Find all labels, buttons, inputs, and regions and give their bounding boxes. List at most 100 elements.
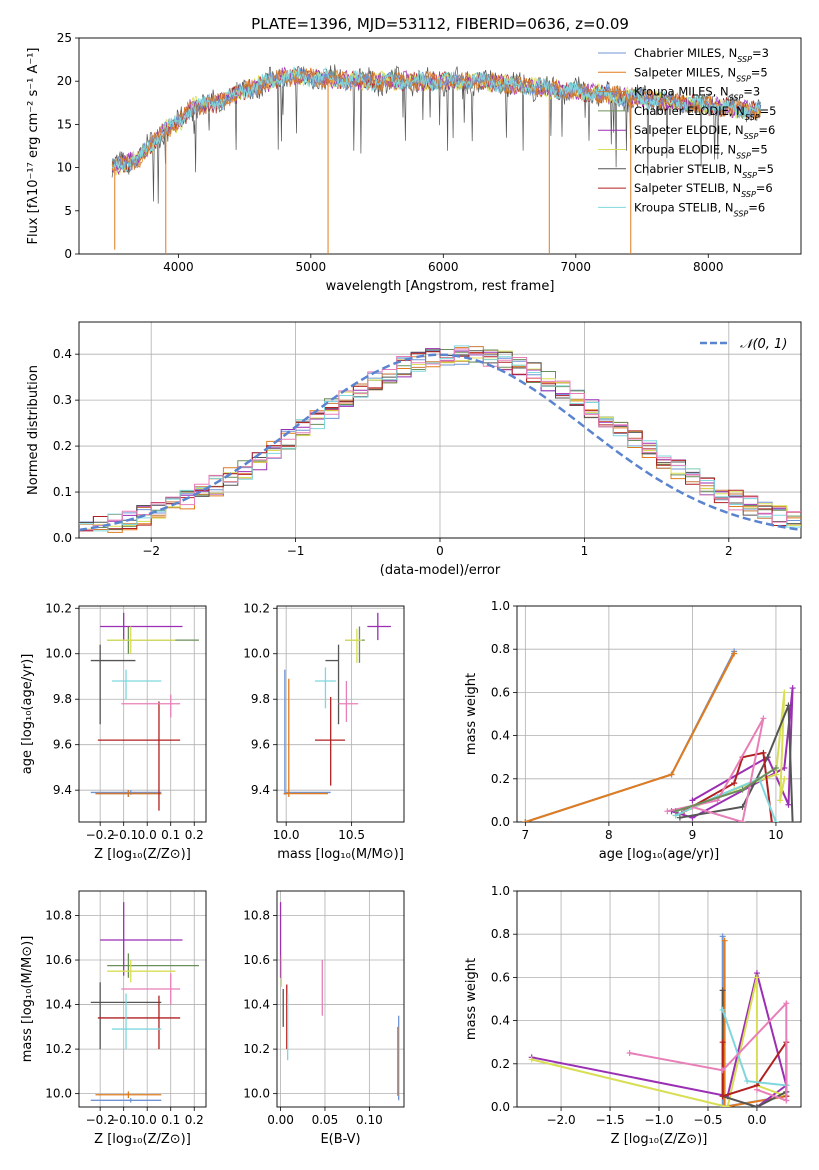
x-tick-label: 0.0 xyxy=(747,1113,766,1127)
x-tick-label: 0.0 xyxy=(138,828,157,842)
plot-area-residuals xyxy=(79,345,801,533)
weight-marker xyxy=(672,808,679,815)
weight-marker xyxy=(772,819,779,822)
weight-marker xyxy=(785,702,792,709)
weight-marker xyxy=(783,1097,790,1104)
x-tick-label: 8000 xyxy=(693,260,724,274)
y-tick-label: 1.0 xyxy=(491,884,510,898)
y-tick-label: 9.6 xyxy=(53,738,72,752)
y-axis-label: mass weight xyxy=(464,673,479,755)
x-tick-label: 0.05 xyxy=(312,1113,339,1127)
weight-marker xyxy=(719,933,726,940)
x-tick-label: 10 xyxy=(768,828,783,842)
x-tick-label: 9 xyxy=(689,828,697,842)
x-tick-label: 0.10 xyxy=(356,1113,383,1127)
axes-frame xyxy=(78,605,207,823)
y-tick-label: 9.4 xyxy=(53,783,72,797)
x-tick-label: 0.0 xyxy=(138,1113,157,1127)
weight-marker xyxy=(724,1104,731,1107)
y-tick-label: 0.6 xyxy=(491,970,510,984)
x-tick-label: 0.1 xyxy=(161,828,180,842)
legend-label: Kroupa STELIB, NSSP=6 xyxy=(634,200,765,218)
weight-line xyxy=(525,650,736,822)
legend-label: Salpeter STELIB, NSSP=6 xyxy=(634,181,773,199)
weight-line xyxy=(525,653,736,822)
weight-marker xyxy=(739,786,746,793)
y-tick-label: 10.6 xyxy=(243,953,270,967)
gaussian-curve xyxy=(79,353,801,532)
y-tick-label: 10.2 xyxy=(243,1042,270,1056)
x-tick-label: −1.0 xyxy=(644,1113,673,1127)
weight-marker xyxy=(789,685,796,692)
y-tick-label: 10.2 xyxy=(45,601,72,615)
y-tick-label: 10.6 xyxy=(45,953,72,967)
x-axis-label: (data-model)/error xyxy=(380,563,501,578)
x-tick-label: 10.0 xyxy=(273,828,300,842)
weight-marker xyxy=(626,1050,633,1056)
y-tick-label: 0.0 xyxy=(491,1100,510,1114)
y-axis-label: Normed distribution xyxy=(26,365,41,495)
y-tick-label: 9.6 xyxy=(251,738,270,752)
weight-marker xyxy=(768,819,775,822)
x-tick-label: 7000 xyxy=(561,260,592,274)
weight-marker xyxy=(731,650,738,657)
y-tick-label: 1.0 xyxy=(491,599,510,613)
y-tick-label: 0.2 xyxy=(53,439,72,453)
weight-marker xyxy=(789,819,796,822)
weight-marker xyxy=(719,1039,726,1046)
weight-marker xyxy=(721,1104,728,1107)
y-tick-label: 10.2 xyxy=(45,1042,72,1056)
y-tick-label: 9.4 xyxy=(251,783,270,797)
plot-area-age-vs-Z xyxy=(90,612,199,811)
weight-marker xyxy=(783,1000,790,1007)
x-tick-label: 10.5 xyxy=(338,828,365,842)
y-tick-label: 0.0 xyxy=(53,531,72,545)
axes-frame xyxy=(78,37,802,255)
y-tick-label: 10.4 xyxy=(45,998,72,1012)
legend-label: Chabrier STELIB, NSSP=5 xyxy=(634,162,774,180)
plot-area-spectrum xyxy=(111,64,762,254)
y-tick-label: 20 xyxy=(57,74,72,88)
weight-marker xyxy=(739,819,746,822)
y-axis-label: mass weight xyxy=(464,958,479,1040)
legend-label: Salpeter ELODIE, NSSP=6 xyxy=(634,123,775,141)
axes-frame xyxy=(78,890,207,1108)
weight-marker xyxy=(785,801,792,808)
legend-label: Chabrier ELODIE, NSSP=5 xyxy=(634,104,776,122)
legend-label: 𝒩(0, 1) xyxy=(740,337,787,352)
weight-marker xyxy=(528,1056,535,1063)
weight-marker xyxy=(719,1093,726,1100)
weight-marker xyxy=(744,1078,751,1085)
x-tick-label: −1 xyxy=(287,544,305,558)
y-tick-label: 10 xyxy=(57,161,72,175)
x-tick-label: −0.1 xyxy=(109,828,138,842)
x-tick-label: −0.5 xyxy=(693,1113,722,1127)
x-tick-label: 0 xyxy=(436,544,444,558)
y-tick-label: 0.8 xyxy=(491,927,510,941)
x-tick-label: 6000 xyxy=(428,260,459,274)
y-tick-label: 10.0 xyxy=(45,647,72,661)
plot-area-mass-vs-Z xyxy=(90,902,199,1103)
y-tick-label: 0.8 xyxy=(491,642,510,656)
x-tick-label: −0.2 xyxy=(86,828,115,842)
legend-label: Kroupa MILES, NSSP=3 xyxy=(634,85,760,103)
y-tick-label: 0.1 xyxy=(53,485,72,499)
weight-marker xyxy=(721,937,728,944)
x-tick-label: 0.1 xyxy=(161,1113,180,1127)
weight-marker xyxy=(753,974,760,981)
y-tick-label: 10.0 xyxy=(243,647,270,661)
x-axis-label: E(B-V) xyxy=(320,1132,360,1147)
x-tick-label: 0.2 xyxy=(185,1113,204,1127)
plot-area-age-vs-mass xyxy=(283,612,391,797)
y-tick-label: 25 xyxy=(57,31,72,45)
y-tick-label: 0.4 xyxy=(53,347,72,361)
x-axis-label: mass [log₁₀(M/M⊙)] xyxy=(277,847,404,862)
plot-area-mass-vs-EBV xyxy=(279,902,400,1101)
y-tick-label: 0 xyxy=(64,247,72,261)
y-tick-label: 10.0 xyxy=(243,1087,270,1101)
x-axis-label: Z [log₁₀(Z/Z⊙)] xyxy=(94,847,191,862)
x-tick-label: −1.5 xyxy=(595,1113,624,1127)
weight-marker xyxy=(664,808,671,815)
axes-frame xyxy=(276,605,405,823)
